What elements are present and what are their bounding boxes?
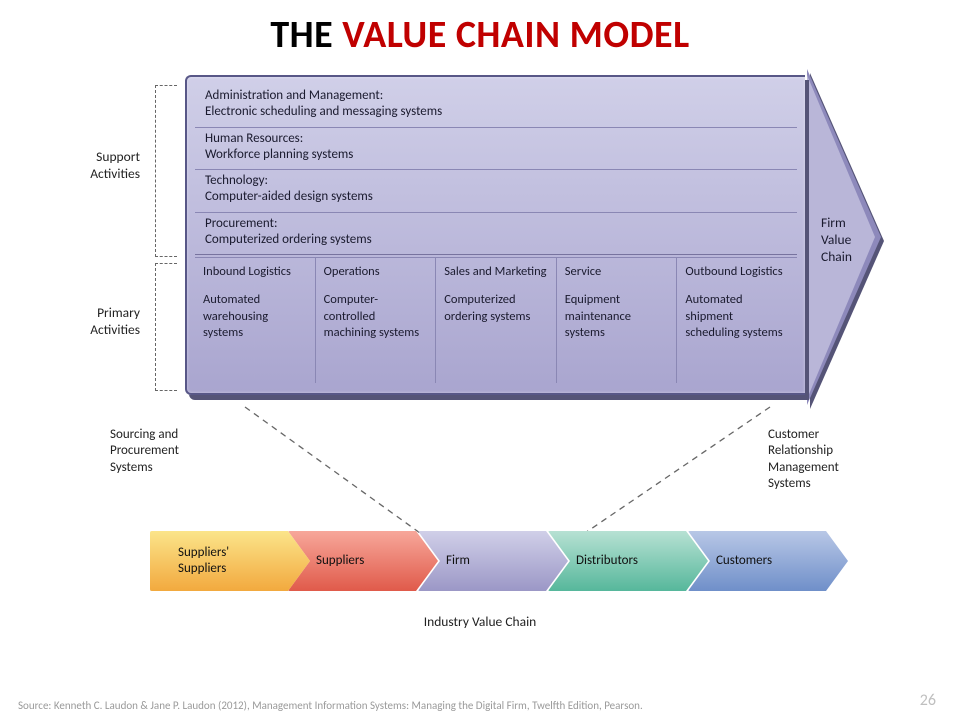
support-row-text: Workforce planning systems bbox=[205, 147, 353, 162]
label-sourcing-procurement: Sourcing andProcurementSystems bbox=[110, 427, 240, 476]
title-part1: THE bbox=[270, 12, 342, 58]
support-activities-block: Administration and Management: Electroni… bbox=[195, 85, 797, 255]
primary-cell-heading: Service bbox=[565, 264, 669, 280]
support-row: Human Resources: Workforce planning syst… bbox=[195, 128, 797, 171]
dash-line bbox=[585, 407, 770, 533]
bracket-primary bbox=[155, 263, 177, 391]
primary-cell-text: Computer-controlled machining systems bbox=[324, 292, 420, 340]
industry-value-chain: Suppliers'SuppliersSuppliersFirmDistribu… bbox=[150, 531, 870, 595]
primary-activities-block: Inbound Logistics Automated warehousing … bbox=[195, 257, 797, 383]
industry-chevron: Suppliers bbox=[288, 531, 438, 591]
label-support-activities: SupportActivities bbox=[70, 149, 140, 183]
primary-cell-heading: Outbound Logistics bbox=[685, 264, 789, 280]
diagram-stage: SupportActivities PrimaryActivities Admi… bbox=[0, 65, 960, 665]
dash-line bbox=[245, 407, 420, 533]
primary-cell: Service Equipment maintenance systems bbox=[557, 258, 678, 383]
support-row-text: Electronic scheduling and messaging syst… bbox=[205, 104, 442, 119]
primary-cell: Inbound Logistics Automated warehousing … bbox=[195, 258, 316, 383]
primary-cell-heading: Operations bbox=[324, 264, 428, 280]
support-row-heading: Human Resources: bbox=[205, 131, 787, 147]
primary-cell-heading: Sales and Marketing bbox=[444, 264, 548, 280]
bracket-support bbox=[155, 85, 177, 257]
primary-cell-text: Equipment maintenance systems bbox=[565, 292, 631, 340]
slide-title: THE VALUE CHAIN MODEL bbox=[0, 0, 960, 58]
primary-cell: Operations Computer-controlled machining… bbox=[316, 258, 437, 383]
title-part2: VALUE CHAIN MODEL bbox=[342, 12, 689, 58]
primary-cell: Sales and Marketing Computerized orderin… bbox=[436, 258, 557, 383]
label-primary-activities: PrimaryActivities bbox=[70, 305, 140, 339]
primary-cell-text: Computerized ordering systems bbox=[444, 292, 530, 323]
industry-chevron: Customers bbox=[688, 531, 848, 591]
support-row-heading: Administration and Management: bbox=[205, 88, 787, 104]
primary-cell-heading: Inbound Logistics bbox=[203, 264, 307, 280]
support-row: Procurement: Computerized ordering syste… bbox=[195, 213, 797, 256]
primary-cell: Outbound Logistics Automated shipment sc… bbox=[677, 258, 797, 383]
page-number: 26 bbox=[920, 691, 936, 710]
primary-cell-text: Automated shipment scheduling systems bbox=[685, 292, 782, 340]
firm-value-chain-arrow: Administration and Management: Electroni… bbox=[185, 75, 885, 403]
industry-chevron: Distributors bbox=[548, 531, 708, 591]
industry-chain-label: Industry Value Chain bbox=[0, 613, 960, 630]
support-row-text: Computerized ordering systems bbox=[205, 232, 372, 247]
support-row-text: Computer-aided design systems bbox=[205, 189, 373, 204]
arrow-body: Administration and Management: Electroni… bbox=[185, 75, 805, 395]
firm-value-chain-label: FirmValueChain bbox=[821, 215, 852, 266]
support-row: Technology: Computer-aided design system… bbox=[195, 170, 797, 213]
support-row: Administration and Management: Electroni… bbox=[195, 85, 797, 128]
source-citation: Source: Kenneth C. Laudon & Jane P. Laud… bbox=[18, 699, 878, 712]
support-row-heading: Procurement: bbox=[205, 216, 787, 232]
support-row-heading: Technology: bbox=[205, 173, 787, 189]
industry-chevron: Firm bbox=[418, 531, 568, 591]
primary-cell-text: Automated warehousing systems bbox=[203, 292, 268, 340]
industry-chevron: Suppliers'Suppliers bbox=[150, 531, 310, 591]
label-crm: CustomerRelationshipManagementSystems bbox=[768, 427, 898, 492]
